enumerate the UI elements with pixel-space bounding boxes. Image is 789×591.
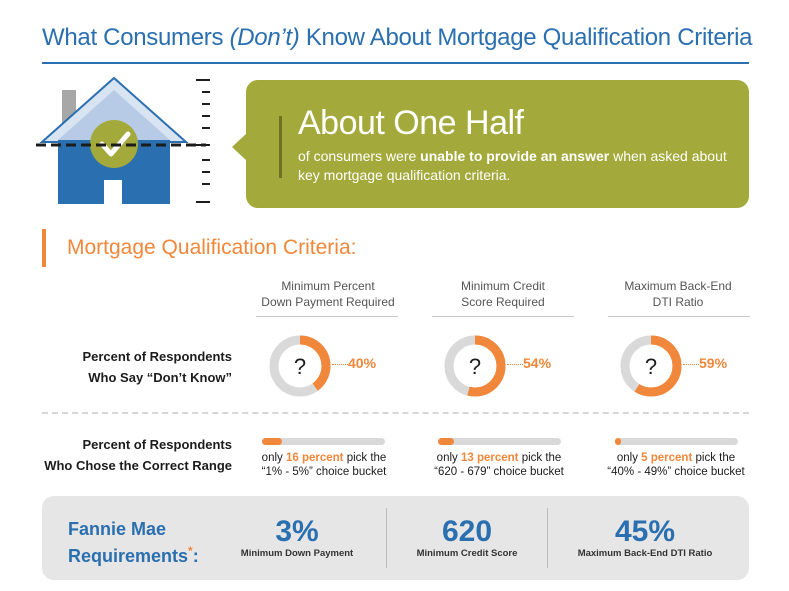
column-header-line2: DTI Ratio: [652, 295, 704, 309]
row-label-line1: Percent of Respondents: [82, 349, 232, 364]
title-part1: What Consumers: [42, 24, 230, 51]
range-post: pick the: [343, 452, 387, 464]
requirements-panel: [42, 496, 749, 580]
row-label-line2: Who Chose the Correct Range: [44, 458, 232, 473]
range-highlight: 13 percent: [460, 452, 519, 464]
requirement-value-down-payment: 3%: [275, 515, 319, 548]
range-text-dti: only 5 percent pick the “40% - 49%” choi…: [601, 451, 751, 479]
question-mark-icon: ?: [469, 354, 481, 379]
column-rule: [256, 316, 398, 317]
row-label-line1: Percent of Respondents: [82, 437, 232, 452]
callout-text-post: when asked about key mortgage qualificat…: [298, 148, 727, 183]
column-header-line1: Minimum Percent: [281, 279, 375, 293]
range-highlight: 5 percent: [641, 452, 693, 464]
progress-bar-credit-score: [438, 438, 561, 445]
row-divider: [42, 412, 749, 414]
requirement-label-dti: Maximum Back-End DTI Ratio: [577, 548, 713, 559]
page-title: What Consumers (Don’t) Know About Mortga…: [42, 24, 752, 52]
requirements-title-line2: Requirements: [68, 546, 189, 566]
requirements-divider: [547, 508, 548, 568]
range-post: pick the: [518, 452, 562, 464]
progress-bar-down-payment: [262, 438, 385, 445]
range-pre: only: [261, 452, 286, 464]
range-line2: “1% - 5%” choice bucket: [261, 466, 387, 478]
progress-bar-fill: [438, 438, 454, 445]
column-header-line2: Down Payment Required: [261, 295, 395, 309]
range-text-down-payment: only 16 percent pick the “1% - 5%” choic…: [249, 451, 399, 479]
donut-arc: [620, 335, 682, 397]
callout-box: [246, 80, 749, 208]
column-rule: [432, 316, 574, 317]
column-header-credit-score: Minimum Credit Score Required: [418, 278, 588, 310]
title-part3: Know About Mortgage Qualification Criter…: [299, 24, 753, 51]
callout-text-bold: unable to provide an answer: [420, 148, 610, 164]
requirements-colon: :: [192, 546, 199, 566]
requirement-value-credit-score: 620: [441, 515, 493, 548]
pct-credit-score: 54%: [523, 355, 552, 371]
progress-bar-fill: [615, 438, 622, 445]
requirements-asterisk: *: [188, 544, 193, 558]
title-part2: (Don’t): [229, 24, 300, 51]
question-mark-icon: ?: [645, 354, 657, 379]
column-header-down-payment: Minimum Percent Down Payment Required: [243, 278, 413, 310]
column-header-line1: Minimum Credit: [460, 279, 545, 293]
range-highlight: 16 percent: [285, 452, 344, 464]
section-title: Mortgage Qualification Criteria:: [67, 236, 357, 259]
range-pre: only: [616, 452, 642, 464]
column-rule: [608, 316, 750, 317]
section-accent-bar: [42, 229, 46, 267]
range-pre: only: [436, 452, 461, 464]
requirements-divider: [386, 508, 387, 568]
range-line2: “620 - 679” choice bucket: [434, 466, 564, 478]
range-post: pick the: [692, 452, 736, 464]
requirement-value-dti: 45%: [614, 515, 676, 548]
callout-text-pre: of consumers were: [298, 148, 421, 164]
requirements-title-line1: Fannie Mae: [68, 519, 167, 539]
range-text-credit-score: only 13 percent pick the “620 - 679” cho…: [424, 451, 574, 479]
requirement-label-credit-score: Minimum Credit Score: [416, 548, 518, 559]
requirement-label-down-payment: Minimum Down Payment: [240, 548, 354, 559]
title-divider: [42, 62, 749, 64]
progress-bar-fill: [262, 438, 282, 445]
row-label-dont-know: Percent of Respondents Who Say “Don’t Kn…: [42, 346, 232, 388]
donut-arc: [269, 335, 331, 397]
question-mark-icon: ?: [294, 354, 306, 379]
pct-down-payment: 40%: [348, 355, 377, 371]
column-header-line2: Score Required: [461, 295, 545, 309]
callout-headline: About One Half: [298, 104, 524, 142]
callout-text: of consumers were unable to provide an a…: [298, 147, 728, 185]
house-icon: [36, 76, 210, 204]
donut-down-payment: ?: [269, 335, 331, 397]
callout-accent-bar: [279, 116, 282, 178]
donut-credit-score: ?: [444, 335, 506, 397]
leader-line: [683, 364, 699, 365]
donut-dti: ?: [620, 335, 682, 397]
row-label-line2: Who Say “Don’t Know”: [88, 370, 232, 385]
column-header-line1: Maximum Back-End: [624, 279, 732, 293]
progress-bar-dti: [615, 438, 738, 445]
donut-arc: [444, 335, 506, 397]
callout-arrow: [232, 133, 247, 161]
leader-line: [332, 364, 348, 365]
leader-line: [507, 364, 523, 365]
column-header-dti: Maximum Back-End DTI Ratio: [593, 278, 763, 310]
requirements-title: Fannie Mae Requirements*:: [68, 518, 199, 567]
pct-dti: 59%: [699, 355, 728, 371]
row-label-correct-range: Percent of Respondents Who Chose the Cor…: [42, 434, 232, 476]
range-line2: “40% - 49%” choice bucket: [607, 466, 745, 478]
